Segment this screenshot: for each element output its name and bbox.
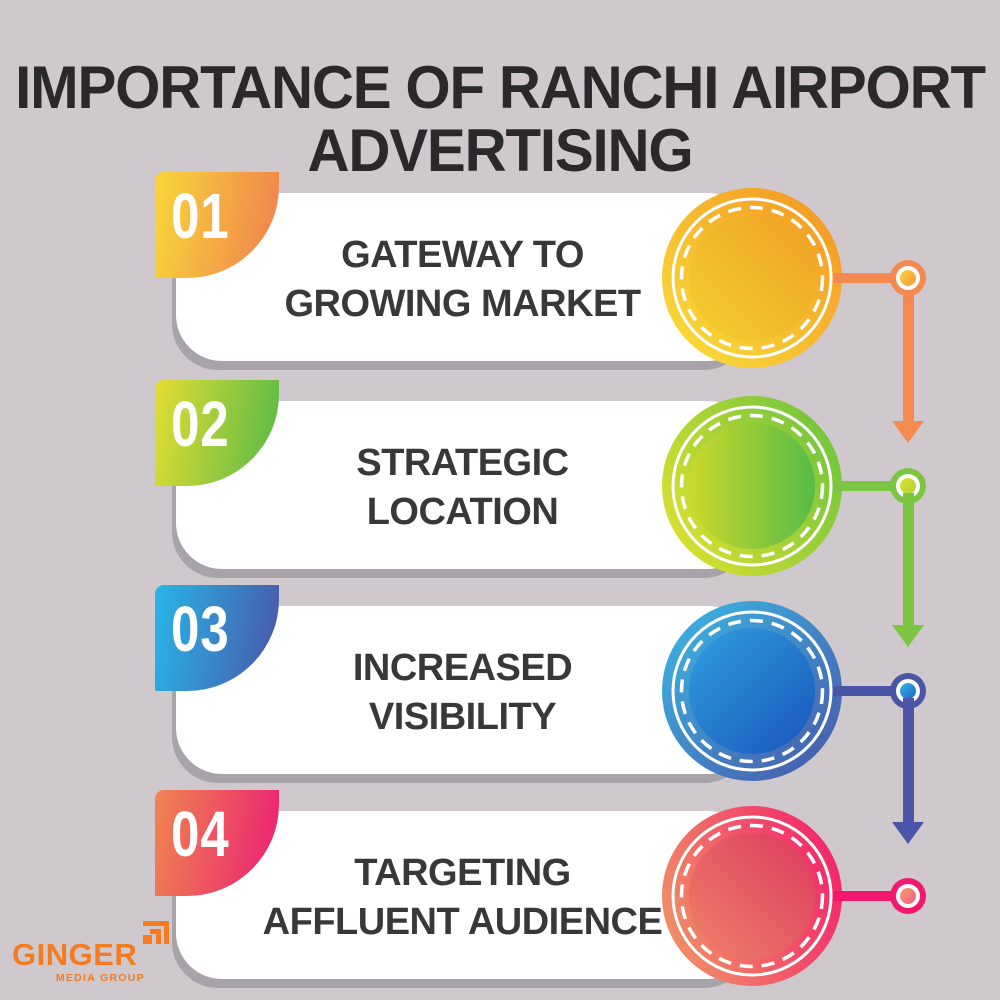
info-row-4: TARGETING AFFLUENT AUDIENCE 04 bbox=[0, 790, 1000, 1000]
item-card-3 bbox=[176, 606, 754, 774]
connector-node-4 bbox=[890, 878, 926, 914]
flow-arrow-1-shaft bbox=[903, 294, 914, 422]
connector-node-4-dot bbox=[900, 888, 916, 904]
decorative-circle-1 bbox=[662, 188, 842, 368]
number-badge-1-label: 01 bbox=[171, 180, 230, 252]
number-badge-3: 03 bbox=[155, 585, 279, 691]
item-title-1-line2: GROWING MARKET bbox=[284, 283, 641, 325]
ginger-logo-subtitle: MEDIA GROUP bbox=[55, 972, 145, 984]
item-title-4-line1: TARGETING bbox=[354, 852, 571, 894]
ginger-logo-icon bbox=[143, 921, 169, 944]
flow-arrow-1 bbox=[892, 294, 925, 443]
flow-arrow-2-head bbox=[892, 625, 924, 647]
flow-arrow-3 bbox=[892, 698, 925, 844]
info-row-3: INCREASED VISIBILITY 03 bbox=[0, 585, 1000, 797]
ginger-logo: GINGER MEDIA GROUP bbox=[0, 910, 200, 990]
number-badge-4-label: 04 bbox=[171, 798, 230, 870]
flow-arrow-2 bbox=[892, 493, 925, 647]
item-title-3-line1: INCREASED bbox=[352, 647, 573, 689]
connector-node-1 bbox=[890, 260, 926, 296]
connector-line-1 bbox=[833, 273, 895, 283]
item-card-2 bbox=[176, 401, 754, 569]
item-title-2: STRATEGIC LOCATION bbox=[190, 439, 735, 537]
item-card-1 bbox=[176, 193, 754, 361]
number-badge-3-label: 03 bbox=[171, 593, 230, 665]
decorative-circle-3 bbox=[662, 601, 842, 781]
item-title-2-line1: STRATEGIC bbox=[356, 442, 569, 484]
item-title-2-line2: LOCATION bbox=[366, 491, 559, 533]
page-title-line1: IMPORTANCE OF RANCHI AIRPORT bbox=[15, 54, 986, 122]
flow-arrow-2-shaft bbox=[903, 493, 914, 626]
connector-node-1-dot bbox=[900, 270, 916, 286]
connector-node-2-dot bbox=[900, 478, 916, 494]
info-row-2: STRATEGIC LOCATION 02 bbox=[0, 380, 1000, 592]
info-row-1: GATEWAY TO GROWING MARKET 01 bbox=[0, 172, 1000, 384]
connector-node-3-dot bbox=[900, 683, 916, 699]
page-title: IMPORTANCE OF RANCHI AIRPORT ADVERTISING bbox=[15, 54, 986, 185]
page-title-line2: ADVERTISING bbox=[307, 117, 694, 185]
number-badge-2-label: 02 bbox=[171, 388, 230, 460]
decorative-circle-4 bbox=[662, 806, 842, 986]
item-title-4-line2: AFFLUENT AUDIENCE bbox=[262, 901, 663, 943]
item-title-3: INCREASED VISIBILITY bbox=[190, 644, 735, 742]
connector-line-2 bbox=[833, 481, 895, 491]
item-title-1: GATEWAY TO GROWING MARKET bbox=[190, 231, 735, 329]
connector-line-4 bbox=[833, 891, 895, 901]
item-title-4: TARGETING AFFLUENT AUDIENCE bbox=[190, 849, 735, 947]
connector-line-3 bbox=[833, 686, 895, 696]
flow-arrow-1-head bbox=[892, 421, 924, 443]
decorative-circle-2 bbox=[662, 396, 842, 576]
item-card-4 bbox=[176, 811, 754, 979]
item-title-3-line2: VISIBILITY bbox=[368, 696, 557, 738]
flow-arrow-3-head bbox=[892, 822, 924, 844]
ginger-logo-name: GINGER bbox=[12, 937, 138, 972]
item-title-1-line1: GATEWAY TO bbox=[341, 234, 584, 276]
flow-arrow-3-shaft bbox=[903, 698, 914, 823]
